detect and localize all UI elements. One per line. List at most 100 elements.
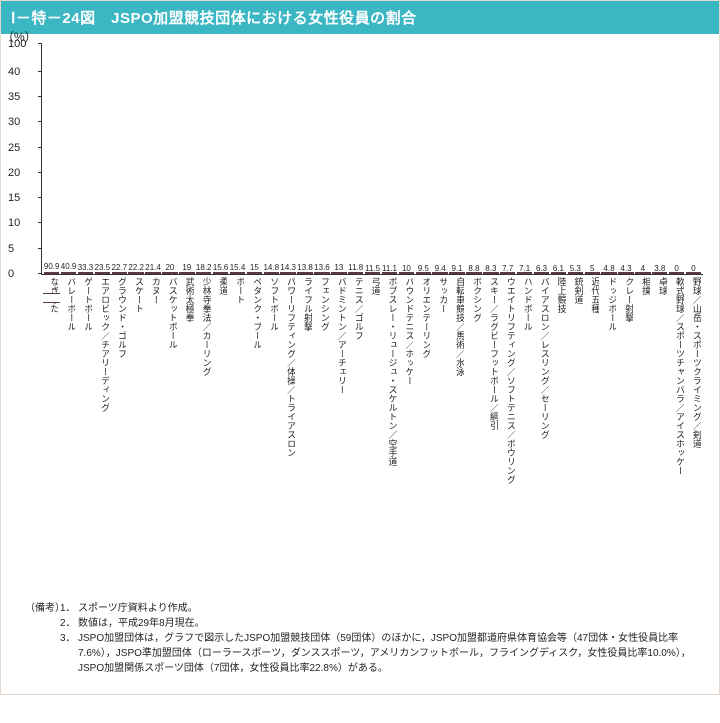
bar-column: 7.1 (517, 272, 532, 274)
bar (44, 272, 59, 274)
bar (61, 272, 76, 274)
bar (95, 272, 110, 274)
x-label: スキー／ラグビーフットボール／綱引 (483, 277, 498, 587)
bar-column: 6.3 (534, 272, 549, 274)
x-label: ボート (229, 277, 244, 587)
bar-value-label: 22.2 (128, 263, 144, 272)
bar-column: 6.1 (551, 272, 566, 274)
bar-column: 13.8 (297, 272, 312, 274)
bar-column: 5 (585, 272, 600, 274)
bar-value-label: 11.1 (382, 264, 397, 273)
bar-value-label: 6.1 (553, 264, 564, 273)
bar (78, 272, 93, 274)
bar-value-label: 14.8 (263, 263, 279, 272)
x-label: ソフトボール (263, 277, 278, 587)
x-label: 武術太極拳 (178, 277, 193, 587)
bar-value-label: 11.8 (348, 263, 363, 272)
x-label: ペタンク・ブール (246, 277, 261, 587)
bar-value-label: 0 (674, 264, 678, 273)
bar-column: 13.6 (314, 272, 329, 274)
figure-title: Ⅰ－特－24図 JSPO加盟競技団体における女性役員の割合 (1, 1, 719, 34)
x-label: なぎなた (43, 277, 58, 587)
footnote-2: 数値は，平成29年8月現在。 (78, 616, 695, 631)
x-label: ボクシング (466, 277, 481, 587)
y-tick: 100 (8, 38, 26, 50)
x-label: クレー射撃 (618, 277, 633, 587)
footnotes: （備考） 1． スポーツ庁資料より作成。 2． 数値は，平成29年8月現在。 3… (1, 587, 719, 694)
x-label: 卓球 (652, 277, 667, 587)
bar-column: 22.2 (128, 272, 143, 274)
bar-value-label: 3.8 (654, 264, 665, 273)
bar-column: 15 (247, 272, 262, 274)
x-label: ドッジボール (601, 277, 616, 587)
y-tick: 20 (8, 167, 20, 179)
bar-column: 22.7 (112, 272, 127, 274)
x-axis-labels: なぎなたバレーボールゲートボールエアロビック／チアリーディンググラウンド・ゴルフ… (41, 277, 703, 587)
x-label: ウエイトリフティング／ソフトテニス／ボウリング (499, 277, 514, 587)
x-label: フェンシング (314, 277, 329, 587)
x-label: カヌー (144, 277, 159, 587)
bar-value-label: 4 (641, 264, 645, 273)
bar-value-label: 21.4 (145, 263, 161, 272)
bar (112, 272, 127, 274)
x-label: スケート (128, 277, 143, 587)
bar-column: 14.8 (264, 272, 279, 274)
bar-value-label: 90.9 (44, 262, 60, 271)
bar-column: 20 (162, 272, 177, 274)
y-tick: 40 (8, 66, 20, 78)
bar-column: 4.8 (601, 272, 616, 274)
x-label: 銃剣道 (567, 277, 582, 587)
x-label: 軟式野球／スポーツチャンバラ／アイスホッケー (669, 277, 684, 587)
bar-column: 11.5 (365, 272, 380, 274)
x-label: 柔道 (212, 277, 227, 587)
bar-column: 3.8 (652, 272, 667, 274)
x-label: エアロビック／チアリーディング (94, 277, 109, 587)
x-label: パワーリフティング／体操／トライアスロン (280, 277, 295, 587)
y-tick: 30 (8, 116, 20, 128)
bar-column: 4 (635, 272, 650, 274)
x-label: サッカー (432, 277, 447, 587)
x-label: ゲートボール (77, 277, 92, 587)
bar-value-label: 9.1 (452, 264, 463, 273)
bar-column: 7.7 (500, 272, 515, 274)
bar (179, 272, 194, 274)
x-label: 野球／山岳・スポーツクライミング／剣道 (685, 277, 700, 587)
bar-column: 11.1 (382, 272, 397, 274)
bars-group: 90.940.933.323.522.722.221.4201918.215.6… (42, 44, 703, 274)
bar-value-label: 15.6 (213, 263, 229, 272)
bar-value-label: 19 (182, 263, 191, 272)
bar-column: 9.5 (416, 272, 431, 274)
y-tick: 35 (8, 91, 20, 103)
bar-value-label: 8.8 (468, 264, 479, 273)
bar-value-label: 13.8 (297, 263, 313, 272)
bar-column: 9.1 (449, 272, 464, 274)
bar-value-label: 23.5 (95, 263, 111, 272)
bar-column: 21.4 (145, 272, 160, 274)
bar (196, 272, 211, 274)
x-label: 少林寺拳法／カーリング (195, 277, 210, 587)
footnote-3: JSPO加盟団体は，グラフで図示したJSPO加盟競技団体（59団体）のほかに，J… (78, 631, 695, 676)
bar-value-label: 0 (691, 264, 695, 273)
x-label: バレーボール (60, 277, 75, 587)
bar-value-label: 5 (590, 264, 594, 273)
y-tick: 0 (8, 268, 14, 280)
x-label: 近代五種 (584, 277, 599, 587)
bar-value-label: 20 (165, 263, 174, 272)
y-tick: 5 (8, 243, 14, 255)
bar-column: 18.2 (196, 272, 211, 274)
x-label: グラウンド・ゴルフ (111, 277, 126, 587)
bar-column: 14.3 (280, 272, 295, 274)
bar (128, 272, 143, 274)
x-label: バスケットボール (161, 277, 176, 587)
bar-value-label: 11.5 (365, 264, 380, 273)
x-label: バイアスロン／レスリング／セーリング (533, 277, 548, 587)
bar-value-label: 4.8 (604, 264, 615, 273)
bar-column: 23.5 (95, 272, 110, 274)
bar-column: 13 (331, 272, 346, 274)
bar-value-label: 8.3 (485, 264, 496, 273)
bar-value-label: 22.7 (111, 263, 127, 272)
x-label: ライフル射撃 (297, 277, 312, 587)
figure-container: Ⅰ－特－24図 JSPO加盟競技団体における女性役員の割合 （%） 90.940… (0, 0, 720, 695)
bar-column: 15.6 (213, 272, 228, 274)
bar-value-label: 7.1 (519, 264, 530, 273)
